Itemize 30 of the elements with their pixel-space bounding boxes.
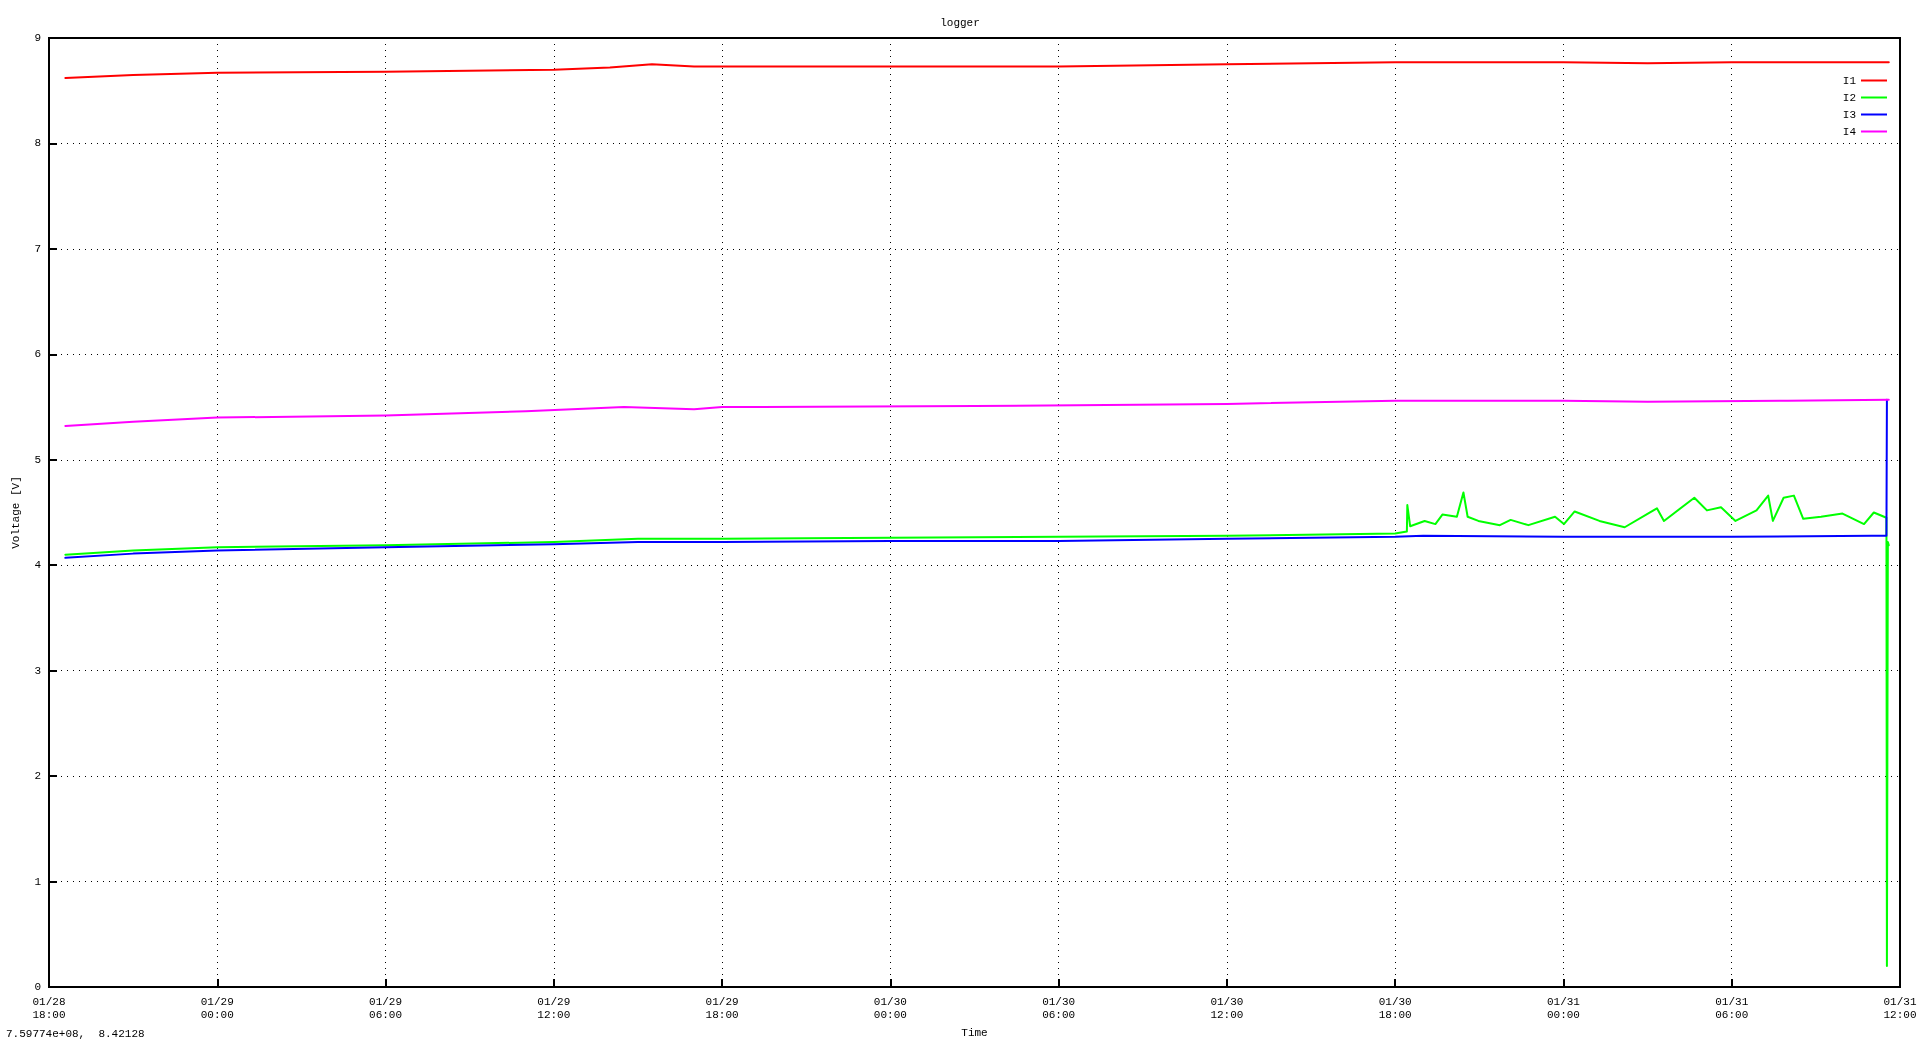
y-tick-label: 3 (34, 664, 41, 677)
text: 7.59774e+08, 8.42128 (6, 1027, 145, 1040)
legend-label: I1 (1842, 74, 1857, 87)
x-axis-title: Time (961, 1026, 988, 1039)
x-tick-label: 01/30 06:00 (1042, 995, 1076, 1021)
x-tick-label: 01/31 00:00 (1546, 995, 1581, 1021)
legend-label: I3 (1842, 108, 1856, 121)
y-tick-label: 9 (34, 32, 41, 44)
chart-title: logger (940, 16, 980, 29)
x-tick-label: 01/28 18:00 (32, 995, 66, 1021)
y-tick-label: 7 (34, 242, 41, 255)
x-tick-label: 01/30 12:00 (1210, 995, 1244, 1021)
x-tick-label: 01/29 06:00 (369, 995, 403, 1021)
legend-label: I2 (1842, 91, 1856, 104)
y-axis-title: Voltage [V] (9, 476, 22, 549)
legend-label: I4 (1842, 125, 1857, 138)
y-tick-label: 5 (34, 453, 41, 466)
y-tick-label: 8 (34, 137, 41, 150)
y-tick-label: 2 (34, 770, 41, 783)
x-tick-label: 01/29 00:00 (200, 995, 234, 1021)
x-tick-label: 01/30 18:00 (1378, 995, 1412, 1021)
y-tick-label: 4 (34, 559, 42, 572)
x-tick-label: 01/29 18:00 (705, 995, 739, 1021)
x-tick-label: 01/30 00:00 (873, 995, 907, 1021)
y-tick-label: 0 (34, 981, 41, 993)
y-tick-label: 6 (34, 348, 41, 361)
x-tick-label: 01/31 06:00 (1715, 995, 1749, 1021)
x-tick-label: 01/29 12:00 (537, 995, 571, 1021)
y-tick-label: 1 (34, 875, 42, 888)
x-tick-label: 01/31 12:00 (1883, 995, 1917, 1021)
